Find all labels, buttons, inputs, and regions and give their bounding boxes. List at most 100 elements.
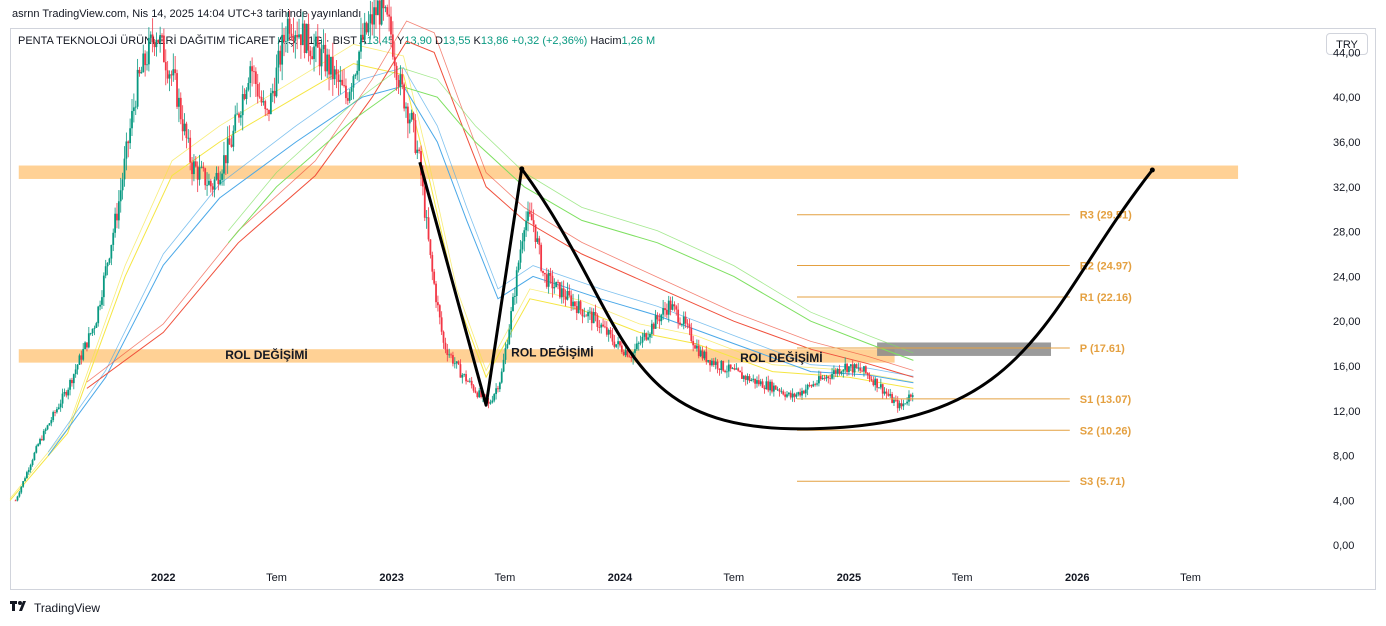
candle-body [649,333,651,338]
moving-average-line [86,20,914,383]
candle-body [247,83,250,90]
candle-body [911,395,914,397]
candle-body [602,324,604,327]
candle-body [386,7,389,15]
candle-body [750,379,753,382]
candle-body [772,385,775,392]
candle-body [508,329,511,345]
candle-body [292,35,295,41]
candle-body [579,301,582,310]
candle-body [711,360,713,366]
candle-body [624,350,627,356]
candle-body [863,366,865,372]
candle-body [872,380,875,386]
candle-body [528,211,531,215]
candle-body [495,388,497,395]
footer-logo-text: TradingView [34,600,101,615]
candle-body [637,342,640,344]
candle-body [716,361,719,369]
candle-body [656,315,659,320]
candle-body [889,394,892,396]
candle-body [412,112,415,121]
candle-body [596,315,599,327]
currency-button[interactable]: TRY [1326,33,1368,55]
candle-body [452,355,454,364]
candle-body [136,69,139,107]
candle-body [902,403,905,407]
v-pattern-line [418,161,524,407]
candle-body [480,390,482,398]
candle-body [816,383,818,385]
candle-body [543,272,546,275]
candle-body [512,296,514,312]
candle-body [662,308,665,315]
y-tick-label: 32,00 [1333,182,1361,194]
candle-body [673,304,676,307]
candle-body [254,71,257,85]
candle-body [823,377,826,379]
candle-body [498,382,501,390]
candle-body [619,341,621,346]
candle-body [151,34,154,42]
candle-body [718,368,721,371]
candle-body [37,444,40,447]
candle-body [425,217,428,219]
pivot-label: R2 (24.97) [1080,261,1132,273]
candle-body [605,327,608,335]
candle-body [881,384,884,394]
candle-body [200,166,203,168]
symbol-name: PENTA TEKNOLOJİ ÜRÜNLERİ DAĞITIM TİCARET… [18,35,357,47]
candle-body [20,486,23,493]
candle-body [84,342,86,350]
gray-range-box [877,342,1052,356]
tradingview-logo-icon [10,600,30,615]
candle-body [866,372,869,376]
candle-body [497,388,499,390]
candle-body [198,167,201,180]
candle-body [311,56,314,60]
candle-body [581,309,584,317]
candle-body [461,374,464,378]
candle-body [590,311,593,324]
candle-body [444,342,447,350]
candle-body [810,385,813,387]
candle-body [114,213,117,233]
candle-body [181,119,184,132]
candle-body [752,378,755,380]
candle-body [883,391,886,394]
candle-body [82,349,85,360]
candle-body [193,161,195,175]
candle-body [784,394,787,397]
candle-body [658,319,661,322]
candle-body [465,374,467,382]
candle-body [352,76,355,88]
candle-body [131,111,133,129]
candle-body [48,423,51,426]
candle-body [388,14,391,17]
candle-body [622,351,625,356]
close-label: K [473,35,481,47]
candle-body [833,370,835,375]
y-tick-label: 20,00 [1333,316,1361,328]
candle-body [326,54,329,72]
candle-body [474,390,477,393]
candle-body [264,101,267,110]
drawing-anchor-point[interactable] [1149,167,1155,173]
candle-body [89,333,92,335]
candle-body [157,39,160,43]
high-value: 13,90 [404,35,432,47]
candle-body [767,381,770,391]
chart-frame[interactable] [10,28,1376,590]
x-tick-label: Tem [723,572,744,584]
candle-body [221,173,223,180]
candle-body [885,391,888,394]
candle-body [769,381,772,391]
x-tick-label: Tem [494,572,515,584]
candle-body [241,94,244,116]
candle-body [547,272,550,287]
pivot-label: S1 (13.07) [1080,394,1132,406]
candle-body [525,220,528,231]
candle-body [18,492,21,497]
drawing-anchor-point[interactable] [519,166,525,172]
